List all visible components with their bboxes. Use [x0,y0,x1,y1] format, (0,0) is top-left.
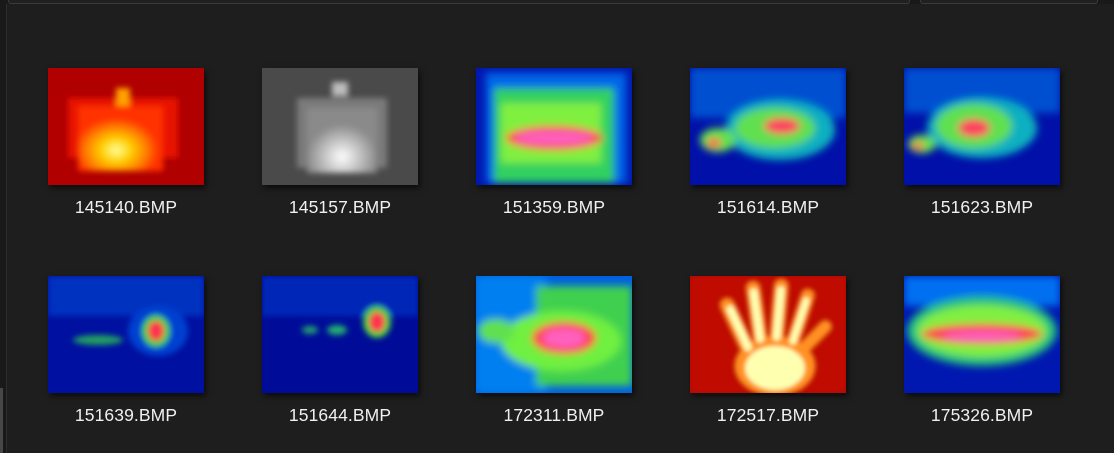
file-name: 151623.BMP [930,197,1034,217]
file-item[interactable]: 151644.BMP [262,276,420,446]
file-name: 145157.BMP [288,197,392,217]
address-bar[interactable] [8,0,910,4]
thermal-image-icon [904,276,1060,393]
file-item[interactable]: 145157.BMP [262,68,420,238]
file-item[interactable]: 151359.BMP [476,68,634,238]
thermal-hand-image-icon [690,276,846,393]
thermal-image-icon [262,68,418,185]
thermal-image-icon [262,276,418,393]
file-name: 145140.BMP [74,197,178,217]
file-name: 151614.BMP [716,197,820,217]
toolbar-strip [0,0,1114,4]
file-item[interactable]: 151639.BMP [48,276,206,446]
navigation-pane-edge [0,4,7,453]
file-item[interactable]: 145140.BMP [48,68,206,238]
file-name: 151359.BMP [502,197,606,217]
thermal-image-icon [48,68,204,185]
file-name: 172517.BMP [716,405,820,425]
thermal-image-icon [476,68,632,185]
file-name: 151639.BMP [74,405,178,425]
navigation-pane-scrollbar[interactable] [0,388,3,453]
file-name: 172311.BMP [503,405,605,425]
file-name: 175326.BMP [930,405,1034,425]
thermal-image-icon [48,276,204,393]
file-item[interactable]: 151623.BMP [904,68,1062,238]
thermal-image-icon [690,68,846,185]
thermal-image-icon [476,276,632,393]
file-item[interactable]: 172311.BMP [476,276,634,446]
file-name: 151644.BMP [288,405,392,425]
search-box[interactable] [920,0,1098,4]
file-item[interactable]: 175326.BMP [904,276,1062,446]
file-item[interactable]: 172517.BMP [690,276,848,446]
thermal-image-icon [904,68,1060,185]
file-item[interactable]: 151614.BMP [690,68,848,238]
file-grid: 145140.BMP [7,4,1114,453]
